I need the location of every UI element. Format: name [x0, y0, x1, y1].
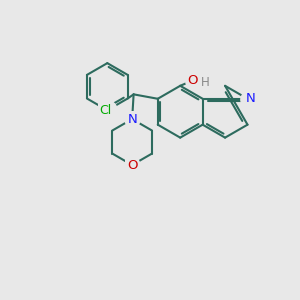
Text: N: N [127, 112, 137, 126]
Text: O: O [187, 74, 198, 87]
Text: O: O [127, 158, 137, 172]
Text: Cl: Cl [100, 104, 112, 117]
Text: N: N [246, 92, 256, 105]
Text: H: H [201, 76, 209, 89]
